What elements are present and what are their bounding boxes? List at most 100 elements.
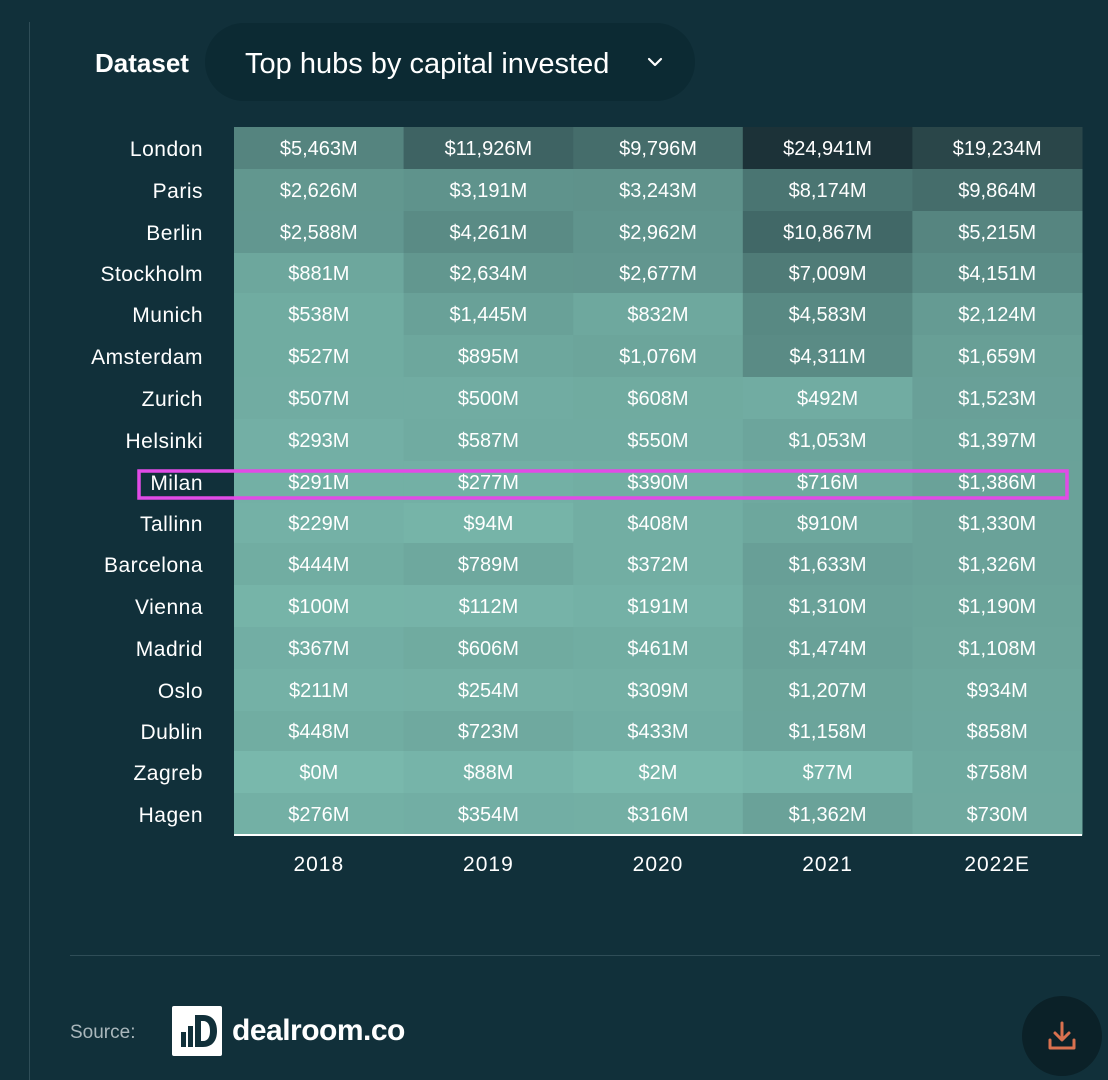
heatmap-cell[interactable] bbox=[573, 335, 744, 378]
heatmap-cell[interactable] bbox=[573, 377, 744, 420]
dealroom-logo[interactable]: dealroom.co bbox=[172, 1006, 405, 1056]
row-label: London bbox=[130, 138, 203, 161]
heatmap-cell[interactable] bbox=[742, 585, 913, 628]
cell-value-label: $3,243M bbox=[619, 180, 697, 202]
heatmap-cell[interactable] bbox=[234, 585, 405, 628]
cell-value-label: $832M bbox=[627, 304, 688, 326]
heatmap-cell[interactable] bbox=[742, 793, 913, 836]
heatmap-cell[interactable] bbox=[912, 127, 1083, 170]
heatmap-cell[interactable] bbox=[234, 751, 405, 794]
heatmap-cell[interactable] bbox=[403, 335, 574, 378]
heatmap-cell[interactable] bbox=[912, 793, 1083, 836]
heatmap-cell[interactable] bbox=[234, 335, 405, 378]
heatmap-cell[interactable] bbox=[234, 253, 405, 294]
heatmap-cell[interactable] bbox=[912, 503, 1083, 544]
heatmap-cell[interactable] bbox=[912, 543, 1083, 586]
dataset-dropdown[interactable]: Top hubs by capital invested bbox=[205, 23, 695, 101]
heatmap-cell[interactable] bbox=[234, 293, 405, 336]
heatmap-cell[interactable] bbox=[912, 585, 1083, 628]
heatmap-cell[interactable] bbox=[912, 751, 1083, 794]
heatmap-cell[interactable] bbox=[403, 627, 574, 670]
dataset-dropdown-value: Top hubs by capital invested bbox=[245, 48, 610, 80]
heatmap-cell[interactable] bbox=[742, 711, 913, 752]
row-label: Munich bbox=[132, 304, 203, 327]
heatmap-cell[interactable] bbox=[573, 127, 744, 170]
heatmap-cell[interactable] bbox=[573, 419, 744, 462]
heatmap-cell[interactable] bbox=[403, 711, 574, 752]
heatmap-cell[interactable] bbox=[742, 211, 913, 254]
heatmap-cell[interactable] bbox=[573, 793, 744, 836]
heatmap-cell[interactable] bbox=[403, 751, 574, 794]
heatmap-cell[interactable] bbox=[912, 335, 1083, 378]
heatmap-cell[interactable] bbox=[573, 751, 744, 794]
heatmap-cell[interactable] bbox=[912, 669, 1083, 712]
heatmap-cell[interactable] bbox=[234, 127, 405, 170]
heatmap-cell[interactable] bbox=[912, 711, 1083, 752]
heatmap-cell[interactable] bbox=[912, 253, 1083, 294]
cell-value-label: $1,108M bbox=[958, 638, 1036, 660]
heatmap-cell[interactable] bbox=[234, 503, 405, 544]
heatmap-cell[interactable] bbox=[234, 711, 405, 752]
heatmap-cell[interactable] bbox=[742, 669, 913, 712]
heatmap-cell[interactable] bbox=[403, 127, 574, 170]
heatmap-cell[interactable] bbox=[234, 627, 405, 670]
heatmap-cell[interactable] bbox=[742, 293, 913, 336]
cell-value-label: $211M bbox=[289, 680, 349, 702]
heatmap-cell[interactable] bbox=[742, 543, 913, 586]
heatmap-cell[interactable] bbox=[403, 169, 574, 212]
heatmap-cell[interactable] bbox=[403, 503, 574, 544]
heatmap-cell[interactable] bbox=[742, 127, 913, 170]
heatmap-cell[interactable] bbox=[573, 669, 744, 712]
heatmap-cell[interactable] bbox=[573, 543, 744, 586]
row-label: Hagen bbox=[139, 804, 203, 827]
heatmap-cell[interactable] bbox=[912, 169, 1083, 212]
heatmap-cell[interactable] bbox=[742, 419, 913, 462]
heatmap-cell[interactable] bbox=[403, 793, 574, 836]
cell-value-label: $291M bbox=[288, 472, 349, 494]
heatmap-cell[interactable] bbox=[403, 253, 574, 294]
row-label: Madrid bbox=[136, 638, 203, 661]
cell-value-label: $3,191M bbox=[449, 180, 527, 202]
heatmap-cell[interactable] bbox=[742, 627, 913, 670]
cell-value-label: $5,215M bbox=[958, 222, 1036, 244]
download-button[interactable] bbox=[1022, 996, 1102, 1076]
heatmap-cell[interactable] bbox=[573, 169, 744, 212]
heatmap-cell[interactable] bbox=[234, 211, 405, 254]
heatmap-cell[interactable] bbox=[234, 169, 405, 212]
heatmap-cell[interactable] bbox=[234, 669, 405, 712]
heatmap-cell[interactable] bbox=[912, 293, 1083, 336]
heatmap-cell[interactable] bbox=[403, 211, 574, 254]
heatmap-cell[interactable] bbox=[403, 585, 574, 628]
heatmap-cell[interactable] bbox=[573, 293, 744, 336]
heatmap-cell[interactable] bbox=[403, 293, 574, 336]
heatmap-cell[interactable] bbox=[234, 543, 405, 586]
cell-value-label: $9,864M bbox=[958, 180, 1036, 202]
heatmap-cell[interactable] bbox=[742, 253, 913, 294]
heatmap-cell[interactable] bbox=[573, 503, 744, 544]
heatmap-cell[interactable] bbox=[912, 419, 1083, 462]
heatmap-cell[interactable] bbox=[742, 503, 913, 544]
cell-value-label: $881M bbox=[288, 263, 349, 285]
heatmap-cell[interactable] bbox=[742, 335, 913, 378]
heatmap-cell[interactable] bbox=[573, 211, 744, 254]
heatmap-cell[interactable] bbox=[742, 169, 913, 212]
cell-value-label: $77M bbox=[803, 762, 853, 784]
heatmap-cell[interactable] bbox=[403, 543, 574, 586]
cell-value-label: $309M bbox=[627, 680, 688, 702]
heatmap-cell[interactable] bbox=[573, 253, 744, 294]
heatmap-cell[interactable] bbox=[912, 211, 1083, 254]
heatmap-cell[interactable] bbox=[234, 419, 405, 462]
heatmap-cell[interactable] bbox=[912, 627, 1083, 670]
heatmap-cell[interactable] bbox=[403, 419, 574, 462]
heatmap-cell[interactable] bbox=[234, 377, 405, 420]
heatmap-cell[interactable] bbox=[573, 711, 744, 752]
heatmap-cell[interactable] bbox=[573, 627, 744, 670]
heatmap-cell[interactable] bbox=[742, 377, 913, 420]
heatmap-cell[interactable] bbox=[912, 377, 1083, 420]
heatmap-cell[interactable] bbox=[742, 751, 913, 794]
cell-value-label: $1,445M bbox=[449, 304, 527, 326]
heatmap-cell[interactable] bbox=[403, 377, 574, 420]
heatmap-cell[interactable] bbox=[573, 585, 744, 628]
heatmap-cell[interactable] bbox=[234, 793, 405, 836]
heatmap-cell[interactable] bbox=[403, 669, 574, 712]
